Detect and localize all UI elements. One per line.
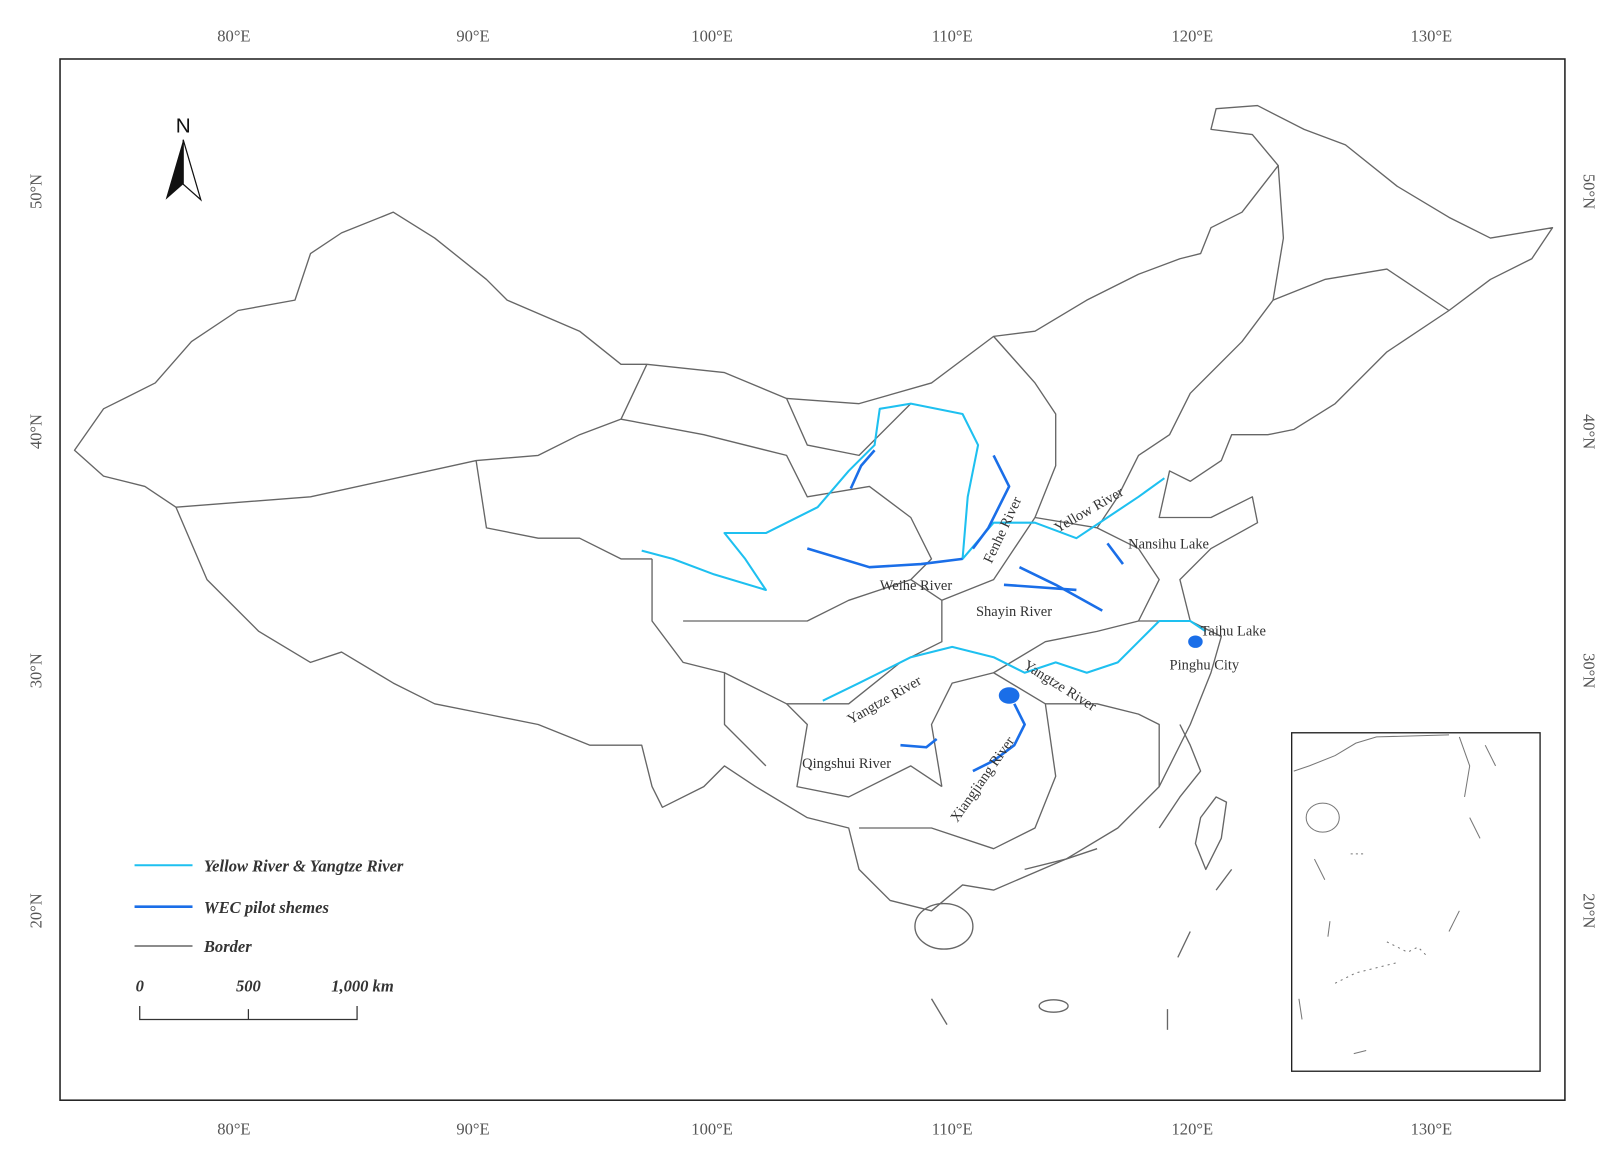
longitude-label: 80°E xyxy=(217,1119,250,1138)
north-arrow xyxy=(182,139,202,202)
province-border xyxy=(651,558,767,767)
province-border xyxy=(620,418,933,581)
province-border xyxy=(941,335,1057,601)
province-border xyxy=(175,364,648,508)
scale-bar: 0 500 1,000 km xyxy=(136,977,394,996)
weihe-river xyxy=(806,547,963,569)
inset-dashes xyxy=(1353,1050,1367,1055)
province-border xyxy=(683,578,912,622)
latitude-label: 20°N xyxy=(1580,893,1599,928)
legend-label: WEC pilot shemes xyxy=(204,898,329,917)
yangtze-river xyxy=(822,619,1207,702)
dongting-lake xyxy=(998,687,1020,704)
scattered-islands xyxy=(930,998,948,1025)
shayin-river xyxy=(1018,566,1103,612)
inset-map xyxy=(1293,734,1497,1055)
inset-dashes xyxy=(1448,910,1460,932)
taihu-lake xyxy=(1188,635,1203,648)
yellow-river xyxy=(641,402,1165,591)
legend-label: Border xyxy=(203,937,252,956)
scale-label: 1,000 km xyxy=(331,977,394,996)
country-border xyxy=(73,104,1554,912)
longitude-label: 110°E xyxy=(932,26,973,45)
map-label: Xiangjiang River xyxy=(948,734,1019,825)
province-border xyxy=(859,672,1057,850)
longitude-label: 120°E xyxy=(1172,1119,1214,1138)
province-border xyxy=(993,620,1160,674)
inset-islands xyxy=(1386,941,1429,958)
scattered-islands xyxy=(1215,868,1233,891)
scale-label: 0 xyxy=(136,977,144,996)
map-body: 80°E 90°E 100°E 110°E 120°E 130°E 80°E 9… xyxy=(26,26,1598,1138)
latitude-label: 40°N xyxy=(26,414,45,449)
inset-island xyxy=(1305,802,1340,833)
qingshui-river xyxy=(900,737,938,749)
legend-label: Yellow River & Yangtze River xyxy=(204,856,404,875)
map-label: Weihe River xyxy=(880,578,953,594)
island xyxy=(914,902,974,950)
longitude-label: 100°E xyxy=(691,1119,733,1138)
island xyxy=(1194,796,1228,871)
inset-dashes xyxy=(1298,998,1303,1020)
map-labels: Yellow River Fenhe River Nansihu Lake We… xyxy=(802,484,1266,825)
longitude-label: 90°E xyxy=(456,26,489,45)
graticule-right: 50°N 40°N 30°N 20°N xyxy=(1580,174,1599,928)
inset-dashes xyxy=(1484,744,1497,767)
coast-islands xyxy=(1158,724,1202,829)
graticule-bottom: 80°E 90°E 100°E 110°E 120°E 130°E xyxy=(217,1119,1452,1138)
map-label: Taihu Lake xyxy=(1201,623,1266,639)
longitude-label: 80°E xyxy=(217,26,250,45)
province-border xyxy=(1272,165,1285,301)
map-label: Shayin River xyxy=(976,604,1052,620)
map-label: Pinghu City xyxy=(1170,658,1240,674)
province-border xyxy=(1034,516,1160,622)
map-label: Yangtze River xyxy=(845,673,925,728)
map-frame xyxy=(59,58,1566,1101)
scale-label: 500 xyxy=(236,977,261,996)
lake-outline xyxy=(849,449,876,490)
inset-frame xyxy=(1291,732,1541,1072)
latitude-label: 40°N xyxy=(1580,414,1599,449)
latitude-label: 50°N xyxy=(26,174,45,209)
longitude-label: 130°E xyxy=(1411,1119,1453,1138)
wec-schemes xyxy=(806,449,1125,773)
longitude-label: 130°E xyxy=(1411,26,1453,45)
graticule-left: 50°N 40°N 30°N 20°N xyxy=(26,174,45,928)
map-label: Nansihu Lake xyxy=(1128,537,1209,553)
province-border xyxy=(475,460,653,560)
longitude-label: 90°E xyxy=(456,1119,489,1138)
latitude-label: 30°N xyxy=(26,653,45,688)
fenhe-river xyxy=(971,454,1011,550)
island xyxy=(1038,999,1069,1013)
map-label: Yangtze River xyxy=(1020,657,1099,714)
inset-dashes xyxy=(1313,858,1326,880)
north-arrow xyxy=(165,139,184,200)
province-border xyxy=(1045,703,1160,787)
coast-islands xyxy=(1024,848,1098,871)
longitude-label: 100°E xyxy=(691,26,733,45)
latitude-label: 20°N xyxy=(26,893,45,928)
map-label: Qingshui River xyxy=(802,756,891,772)
shayin-river xyxy=(1003,583,1077,592)
inset-dashes xyxy=(1327,921,1331,937)
province-border xyxy=(785,398,912,457)
graticule-top: 80°E 90°E 100°E 110°E 120°E 130°E xyxy=(217,26,1452,45)
xiangjiang-river xyxy=(972,703,1026,773)
latitude-label: 50°N xyxy=(1580,174,1599,209)
scattered-islands xyxy=(1177,931,1191,958)
province-borders xyxy=(175,165,1450,850)
north-label: N xyxy=(176,114,191,137)
longitude-label: 120°E xyxy=(1172,26,1214,45)
nansihu-lake xyxy=(1106,542,1125,565)
inset-dashes xyxy=(1469,817,1481,839)
latitude-label: 30°N xyxy=(1580,653,1599,688)
longitude-label: 110°E xyxy=(932,1119,973,1138)
inset-coast xyxy=(1293,734,1450,772)
inset-coast xyxy=(1458,736,1471,798)
province-border xyxy=(1096,268,1450,529)
province-border xyxy=(786,703,943,798)
